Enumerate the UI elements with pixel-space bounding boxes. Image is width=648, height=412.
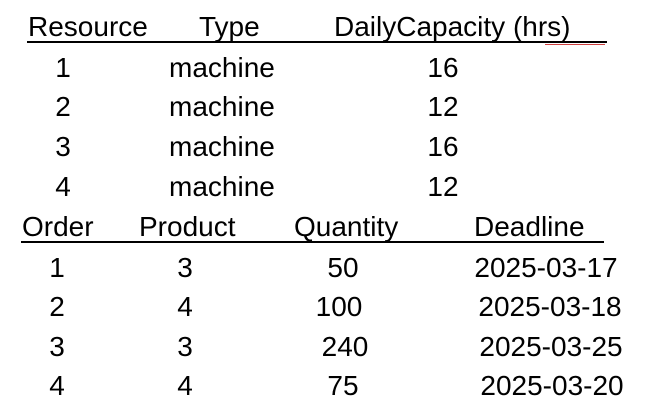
order-cell-quantity: 75 — [327, 370, 359, 401]
resource-cell-capacity: 16 — [427, 52, 459, 83]
order-cell-deadline: 2025-03-25 — [479, 331, 623, 362]
order-cell-deadline: 2025-03-20 — [480, 370, 624, 401]
order-cell-id: 2 — [49, 291, 65, 322]
order-cell-product: 3 — [177, 331, 193, 362]
resource-cell-id: 3 — [55, 131, 71, 162]
resource-cell-type: machine — [169, 171, 275, 202]
resources-header-type: Type — [199, 11, 260, 42]
order-cell-id: 1 — [49, 252, 65, 283]
order-cell-product: 4 — [177, 370, 193, 401]
resource-cell-type: machine — [169, 52, 275, 83]
orders-header-order: Order — [22, 211, 94, 242]
resources-header-resource: Resource — [28, 11, 148, 42]
spellcheck-underline — [545, 44, 605, 45]
orders-header-quantity: Quantity — [294, 211, 399, 242]
order-cell-quantity: 240 — [321, 331, 369, 362]
orders-header-rule — [21, 241, 604, 243]
resource-cell-capacity: 12 — [427, 171, 459, 202]
order-cell-product: 3 — [177, 252, 193, 283]
resource-cell-capacity: 12 — [427, 91, 459, 122]
orders-header-deadline: Deadline — [474, 211, 585, 242]
resource-cell-type: machine — [169, 131, 275, 162]
orders-header-product: Product — [139, 211, 236, 242]
order-cell-product: 4 — [177, 291, 193, 322]
order-cell-id: 4 — [49, 370, 65, 401]
resource-cell-capacity: 16 — [427, 131, 459, 162]
order-cell-id: 3 — [49, 331, 65, 362]
resources-header-rule — [27, 41, 607, 43]
order-cell-quantity: 100 — [315, 291, 363, 322]
resource-cell-type: machine — [169, 91, 275, 122]
order-cell-quantity: 50 — [327, 252, 359, 283]
dailycapacity-label: DailyCapacity (hrs) — [334, 11, 571, 42]
resource-cell-id: 2 — [55, 91, 71, 122]
resource-cell-id: 1 — [55, 52, 71, 83]
order-cell-deadline: 2025-03-18 — [478, 291, 622, 322]
resource-cell-id: 4 — [55, 171, 71, 202]
order-cell-deadline: 2025-03-17 — [474, 252, 618, 283]
resources-header-dailycapacity: DailyCapacity (hrs) — [334, 11, 571, 43]
